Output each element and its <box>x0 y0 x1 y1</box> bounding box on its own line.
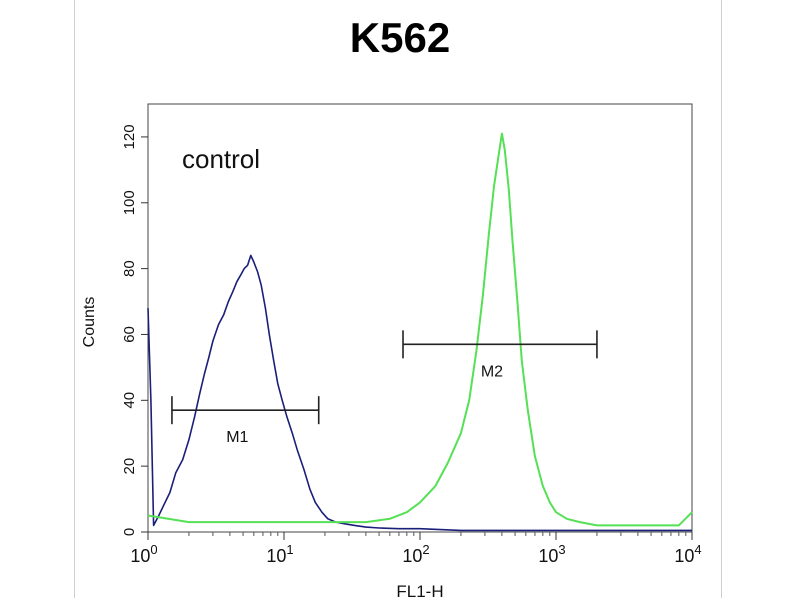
x-tick-exponent: 0 <box>150 542 157 557</box>
x-tick-exponent: 2 <box>422 542 429 557</box>
chart-title: K562 <box>350 14 450 61</box>
x-tick-exponent: 1 <box>286 542 293 557</box>
y-axis-label: Counts <box>81 297 98 348</box>
x-tick-label: 100 <box>130 542 157 566</box>
y-tick-label: 80 <box>121 260 138 277</box>
marker-label: M1 <box>226 429 248 446</box>
x-tick-label: 102 <box>402 542 429 566</box>
x-axis-label: FL1-H <box>396 582 443 600</box>
x-tick-base: 10 <box>402 546 422 566</box>
x-tick-label: 101 <box>266 542 293 566</box>
y-tick-label: 20 <box>121 458 138 475</box>
y-tick-label: 100 <box>121 190 138 215</box>
figure-frame <box>74 0 722 598</box>
y-tick-label: 0 <box>121 528 138 536</box>
y-tick-label: 40 <box>121 392 138 409</box>
x-tick-base: 10 <box>130 546 150 566</box>
marker-label: M2 <box>481 363 503 380</box>
control-histogram-line <box>147 254 692 532</box>
annotation-label: control <box>182 144 260 174</box>
sample-histogram-line <box>147 132 693 527</box>
y-tick-label: 60 <box>121 326 138 343</box>
series-layer <box>147 132 693 532</box>
x-tick-exponent: 4 <box>694 542 701 557</box>
x-tick-label: 103 <box>538 542 565 566</box>
x-tick-base: 10 <box>538 546 558 566</box>
x-tick-base: 10 <box>674 546 694 566</box>
x-tick-label: 104 <box>674 542 701 566</box>
x-tick-exponent: 3 <box>558 542 565 557</box>
x-tick-base: 10 <box>266 546 286 566</box>
marker-layer: M1 M2 <box>171 330 598 446</box>
y-tick-label: 120 <box>121 124 138 149</box>
